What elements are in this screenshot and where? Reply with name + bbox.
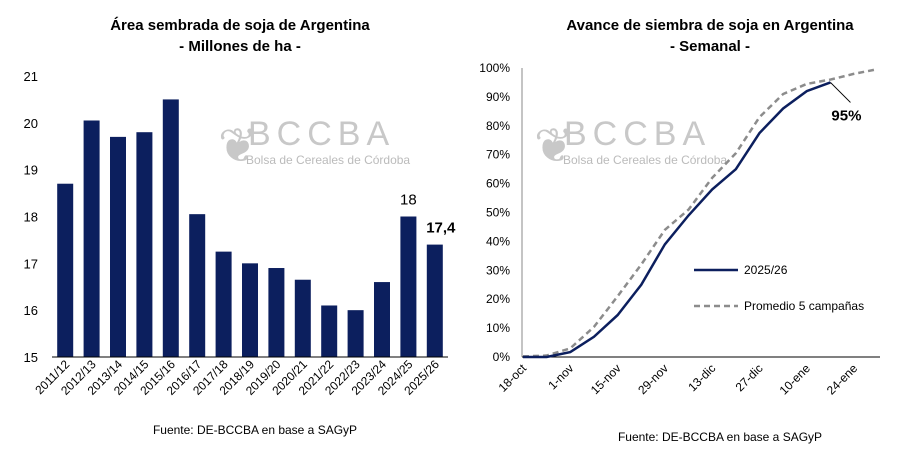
y-tick-label: 100% bbox=[479, 61, 510, 75]
watermark-text: BCCBA bbox=[564, 115, 711, 153]
watermark-subtext: Bolsa de Cereales de Córdoba bbox=[563, 153, 727, 167]
x-tick-label: 18-oct bbox=[496, 361, 530, 395]
x-tick-label: 27-dic bbox=[733, 361, 766, 394]
y-tick-label: 21 bbox=[24, 69, 38, 84]
right-source: Fuente: DE-BCCBA en base a SAGyP bbox=[618, 430, 822, 444]
y-tick-label: 70% bbox=[486, 148, 510, 162]
y-tick-label: 60% bbox=[486, 177, 510, 191]
x-tick-label: 13-dic bbox=[685, 361, 718, 394]
y-tick-label: 20% bbox=[486, 292, 510, 306]
y-tick-label: 50% bbox=[486, 206, 510, 220]
bar bbox=[268, 268, 285, 357]
y-tick-label: 18 bbox=[24, 210, 38, 225]
data-label: 18 bbox=[400, 192, 417, 209]
bar bbox=[57, 183, 74, 357]
right-subtitle: - Semanal - bbox=[670, 38, 750, 55]
watermark-subtext: Bolsa de Cereales de Córdoba bbox=[246, 153, 410, 167]
y-tick-label: 20 bbox=[24, 116, 38, 131]
bar bbox=[110, 136, 126, 357]
y-tick-label: 30% bbox=[486, 263, 510, 277]
x-tick-label: 29-nov bbox=[635, 361, 671, 397]
y-tick-label: 17 bbox=[24, 256, 38, 271]
watermark-right: BCCBA Bolsa de Cereales de Córdoba ❦ bbox=[534, 115, 727, 173]
wheat-icon: ❦ bbox=[534, 120, 574, 173]
bar bbox=[294, 279, 311, 357]
series-line-average bbox=[522, 67, 878, 358]
legend-label: 2025/26 bbox=[744, 263, 788, 277]
annotation-leader bbox=[830, 82, 851, 103]
bar bbox=[321, 305, 338, 357]
data-label: 17,4 bbox=[426, 220, 456, 237]
series-line-2025-26 bbox=[523, 81, 831, 359]
y-tick-label: 80% bbox=[486, 119, 510, 133]
bar bbox=[400, 216, 417, 357]
bar bbox=[426, 244, 443, 357]
x-tick-label: 1-nov bbox=[545, 361, 576, 392]
bar bbox=[189, 214, 206, 357]
left-title: Área sembrada de soja de Argentina bbox=[110, 17, 370, 34]
bar bbox=[215, 251, 232, 357]
y-tick-label: 90% bbox=[486, 90, 510, 104]
watermark-text: BCCBA bbox=[248, 115, 395, 153]
bar bbox=[162, 99, 179, 358]
wheat-icon: ❦ bbox=[218, 120, 258, 173]
y-tick-label: 19 bbox=[24, 163, 38, 178]
legend-label: Promedio 5 campañas bbox=[744, 299, 864, 313]
left-source: Fuente: DE-BCCBA en base a SAGyP bbox=[153, 423, 357, 437]
bar bbox=[136, 132, 153, 357]
right-title: Avance de siembra de soja en Argentina bbox=[566, 17, 854, 34]
x-tick-label: 24-ene bbox=[824, 361, 861, 398]
x-tick-label: 15-nov bbox=[588, 361, 624, 397]
bar bbox=[374, 282, 390, 357]
left-subtitle: - Millones de ha - bbox=[179, 38, 301, 55]
y-tick-label: 16 bbox=[24, 303, 38, 318]
watermark-left: BCCBA Bolsa de Cereales de Córdoba ❦ bbox=[218, 115, 410, 173]
y-tick-label: 0% bbox=[493, 350, 511, 364]
annotation-label: 95% bbox=[831, 107, 861, 124]
bar bbox=[347, 310, 364, 357]
bar bbox=[83, 120, 100, 357]
y-tick-label: 15 bbox=[24, 350, 38, 365]
bar bbox=[242, 263, 258, 357]
y-tick-label: 10% bbox=[486, 321, 510, 335]
x-tick-label: 10-ene bbox=[777, 361, 814, 398]
y-tick-label: 40% bbox=[486, 234, 510, 248]
